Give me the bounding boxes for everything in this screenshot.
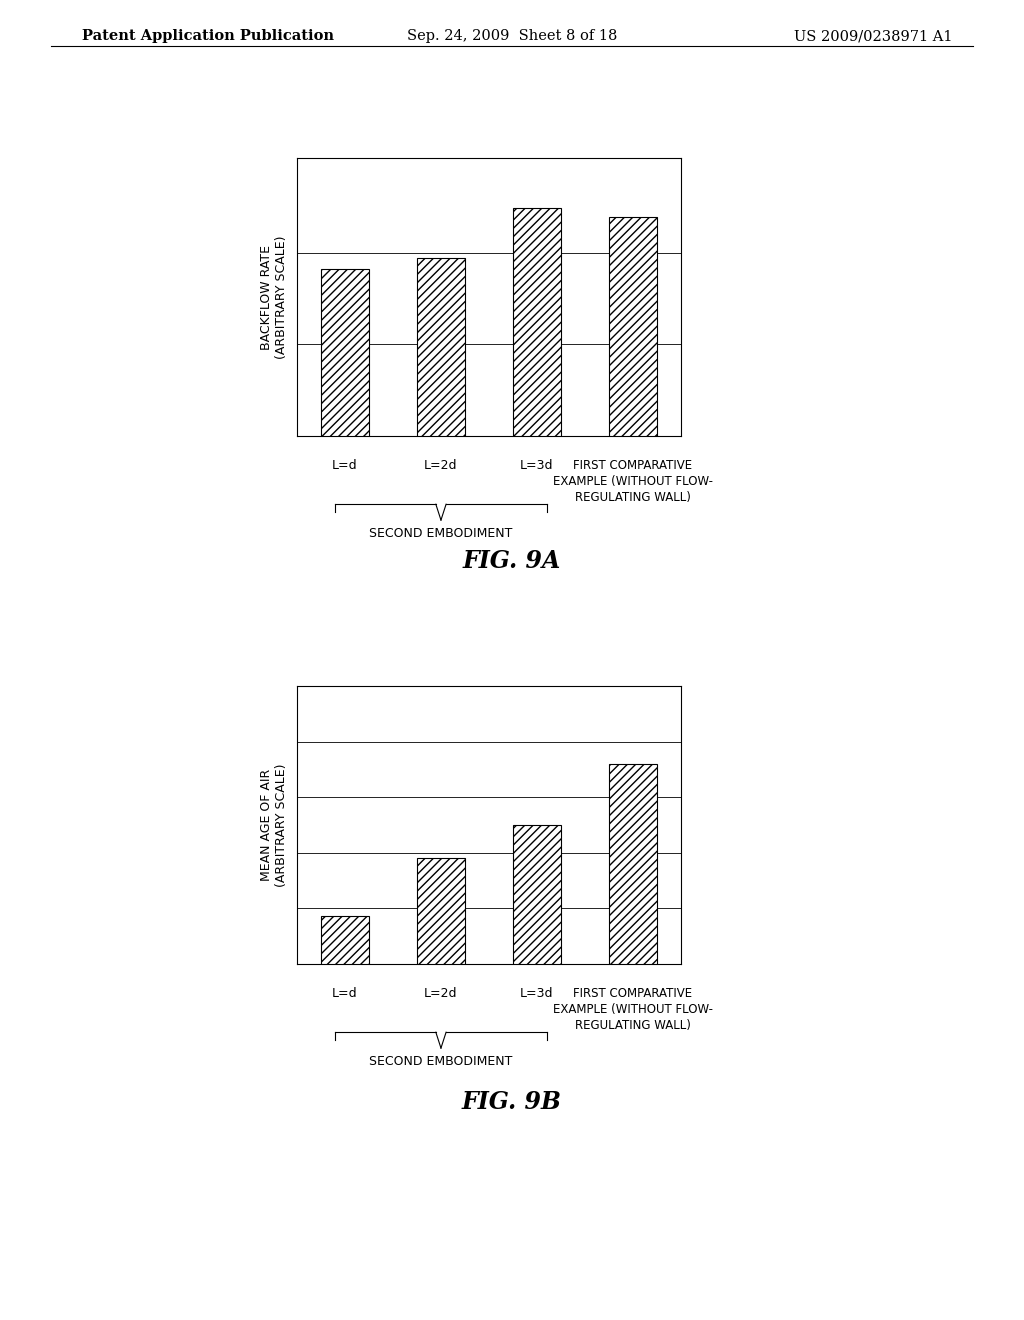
Bar [609,764,657,964]
Bar [417,858,465,964]
Bar [417,259,465,436]
Text: FIG. 9B: FIG. 9B [462,1090,562,1114]
Text: SECOND EMBODIMENT: SECOND EMBODIMENT [370,527,513,540]
Bar [513,209,561,436]
Text: L=d: L=d [332,459,357,473]
Text: SECOND EMBODIMENT: SECOND EMBODIMENT [370,1055,513,1068]
Text: FIRST COMPARATIVE
EXAMPLE (WITHOUT FLOW-
REGULATING WALL): FIRST COMPARATIVE EXAMPLE (WITHOUT FLOW-… [553,987,713,1032]
Bar [321,916,369,964]
Text: L=d: L=d [332,987,357,1001]
Text: Patent Application Publication: Patent Application Publication [82,29,334,44]
Bar [513,825,561,964]
Text: L=2d: L=2d [424,459,458,473]
Text: L=2d: L=2d [424,987,458,1001]
Text: US 2009/0238971 A1: US 2009/0238971 A1 [794,29,952,44]
Text: L=3d: L=3d [520,987,554,1001]
Text: Sep. 24, 2009  Sheet 8 of 18: Sep. 24, 2009 Sheet 8 of 18 [407,29,617,44]
Text: FIRST COMPARATIVE
EXAMPLE (WITHOUT FLOW-
REGULATING WALL): FIRST COMPARATIVE EXAMPLE (WITHOUT FLOW-… [553,459,713,504]
Text: FIG. 9A: FIG. 9A [463,549,561,573]
Bar [609,216,657,436]
Y-axis label: BACKFLOW RATE
(ARBITRARY SCALE): BACKFLOW RATE (ARBITRARY SCALE) [260,235,288,359]
Bar [321,269,369,436]
Text: L=3d: L=3d [520,459,554,473]
Y-axis label: MEAN AGE OF AIR
(ARBITRARY SCALE): MEAN AGE OF AIR (ARBITRARY SCALE) [260,763,288,887]
